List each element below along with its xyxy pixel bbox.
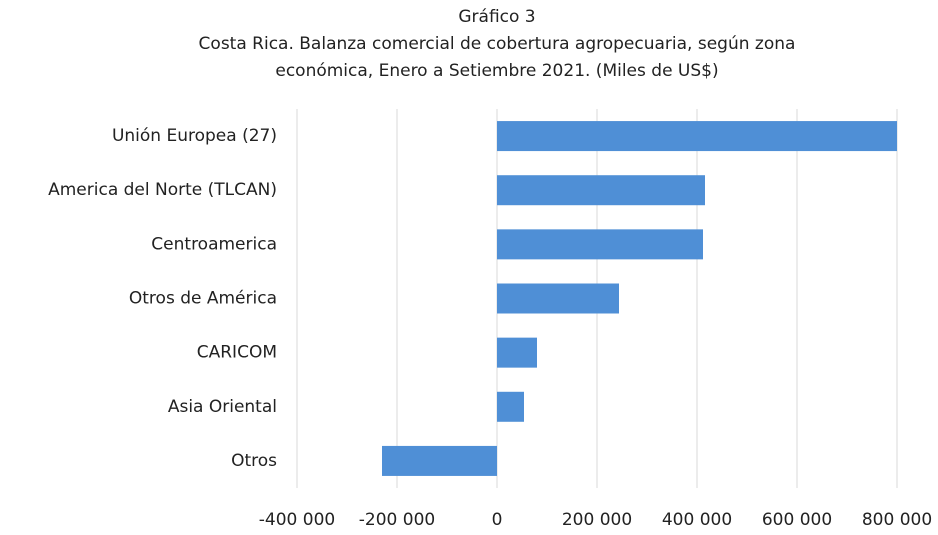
y-tick-label: Centroamerica xyxy=(151,234,277,254)
chart-title: Gráfico 3 xyxy=(458,7,535,27)
y-tick-label: America del Norte (TLCAN) xyxy=(48,180,277,200)
x-tick-label: 600 000 xyxy=(762,510,832,530)
chart-subtitle: económica, Enero a Setiembre 2021. (Mile… xyxy=(275,61,718,81)
x-tick-label: -400 000 xyxy=(259,510,335,530)
x-tick-label: 800 000 xyxy=(862,510,932,530)
bar xyxy=(497,121,897,152)
bar xyxy=(497,175,705,206)
chart-subtitle: Costa Rica. Balanza comercial de cobertu… xyxy=(199,34,796,54)
x-tick-label: -200 000 xyxy=(359,510,435,530)
bar xyxy=(497,337,537,368)
bar xyxy=(497,283,619,314)
y-tick-label: CARICOM xyxy=(197,343,277,363)
bar xyxy=(382,445,497,476)
bar xyxy=(497,229,703,260)
bar xyxy=(497,391,524,422)
x-tick-label: 200 000 xyxy=(562,510,632,530)
x-tick-label: 400 000 xyxy=(662,510,732,530)
y-tick-label: Otros de América xyxy=(129,289,277,309)
y-tick-label: Asia Oriental xyxy=(168,397,277,417)
y-tick-label: Otros xyxy=(231,451,277,471)
x-tick-label: 0 xyxy=(492,510,503,530)
y-tick-label: Unión Europea (27) xyxy=(112,126,277,146)
